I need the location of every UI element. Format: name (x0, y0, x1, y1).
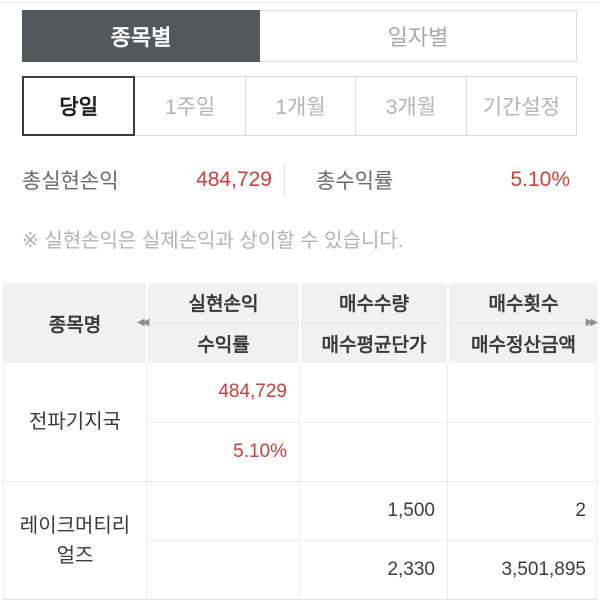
period-custom-range[interactable]: 기간설정 (465, 76, 578, 136)
scroll-left-icon[interactable]: ◀◀ (137, 317, 150, 328)
cell-buy-count: 2 3,501,895 (447, 482, 598, 599)
cell-return-rate (147, 541, 299, 599)
cell-buy-qty-value (300, 363, 447, 423)
cell-realized (146, 482, 299, 599)
header-stock-name: 종목명 (48, 314, 102, 336)
total-realized-group: 총실현손익 484,729 (22, 165, 272, 195)
stock-name: 레이크머티리얼즈 (19, 514, 131, 567)
cell-buy-settlement-value (448, 423, 598, 482)
header-return-rate: 수익률 (197, 334, 250, 356)
scroll-right-icon[interactable]: ▶▶ (585, 317, 599, 328)
header-col-buy-qty: 매수수량 매수평균단가 (299, 283, 447, 363)
results-table: 종목명 실현손익 수익률 매수수량 매수평균단가 매수횟수 매수정산금액 ◀◀ … (3, 283, 599, 600)
header-col-realized: 실현손익 수익률 (146, 283, 299, 363)
cell-buy-settlement-value: 3,501,895 (501, 559, 586, 580)
top-divider (0, 2, 600, 3)
cell-realized: 484,729 5.10% (146, 363, 299, 481)
cell-buy-qty: 1,500 2,330 (299, 482, 447, 599)
total-return-group: 총수익률 5.10% (285, 165, 570, 195)
cell-realized-pl: 484,729 (147, 363, 299, 423)
period-today[interactable]: 당일 (22, 76, 136, 136)
total-realized-value: 484,729 (196, 168, 272, 191)
view-tabs: 종목별 일자별 (22, 10, 577, 62)
header-buy-avg-price: 매수평균단가 (321, 334, 427, 356)
cell-buy-qty (299, 363, 447, 481)
header-buy-settlement: 매수정산금액 (471, 334, 576, 356)
total-return-value: 5.10% (510, 168, 570, 191)
header-buy-qty: 매수수량 (301, 283, 447, 324)
period-1month[interactable]: 1개월 (244, 76, 357, 136)
tab-by-stock[interactable]: 종목별 (22, 10, 260, 62)
cell-buy-count-value: 2 (448, 482, 598, 541)
cell-buy-count-value (448, 363, 598, 423)
cell-realized-pl (147, 482, 299, 541)
summary-divider (284, 164, 285, 196)
period-3month[interactable]: 3개월 (355, 76, 467, 136)
table-header: 종목명 실현손익 수익률 매수수량 매수평균단가 매수횟수 매수정산금액 ◀◀ … (4, 283, 599, 363)
stock-name: 전파기지국 (29, 411, 121, 433)
total-realized-label: 총실현손익 (22, 170, 119, 193)
period-filter-bar: 당일 1주일 1개월 3개월 기간설정 (22, 76, 578, 136)
total-return-label: 총수익률 (316, 170, 394, 193)
cell-return-rate: 5.10% (233, 440, 287, 462)
header-buy-count: 매수횟수 (449, 283, 598, 324)
table-row[interactable]: 레이크머티리얼즈 1,500 2,330 2 3,501,895 (4, 481, 598, 599)
summary-bar: 총실현손익 484,729 총수익률 5.10% (0, 162, 600, 198)
header-col-buy-count: 매수횟수 매수정산금액 (447, 283, 598, 363)
cell-buy-avg-price-value: 2,330 (387, 559, 435, 580)
header-realized-pl: 실현손익 (148, 283, 299, 324)
cell-buy-count (447, 363, 598, 481)
tab-by-date[interactable]: 일자별 (260, 10, 577, 62)
disclaimer-text: ※ 실현손익은 실제손익과 상이할 수 있습니다. (22, 230, 404, 252)
cell-buy-avg-price-value (300, 423, 447, 482)
cell-buy-qty-value: 1,500 (300, 482, 447, 541)
period-1week[interactable]: 1주일 (134, 76, 246, 136)
table-row[interactable]: 전파기지국 484,729 5.10% (4, 363, 598, 481)
